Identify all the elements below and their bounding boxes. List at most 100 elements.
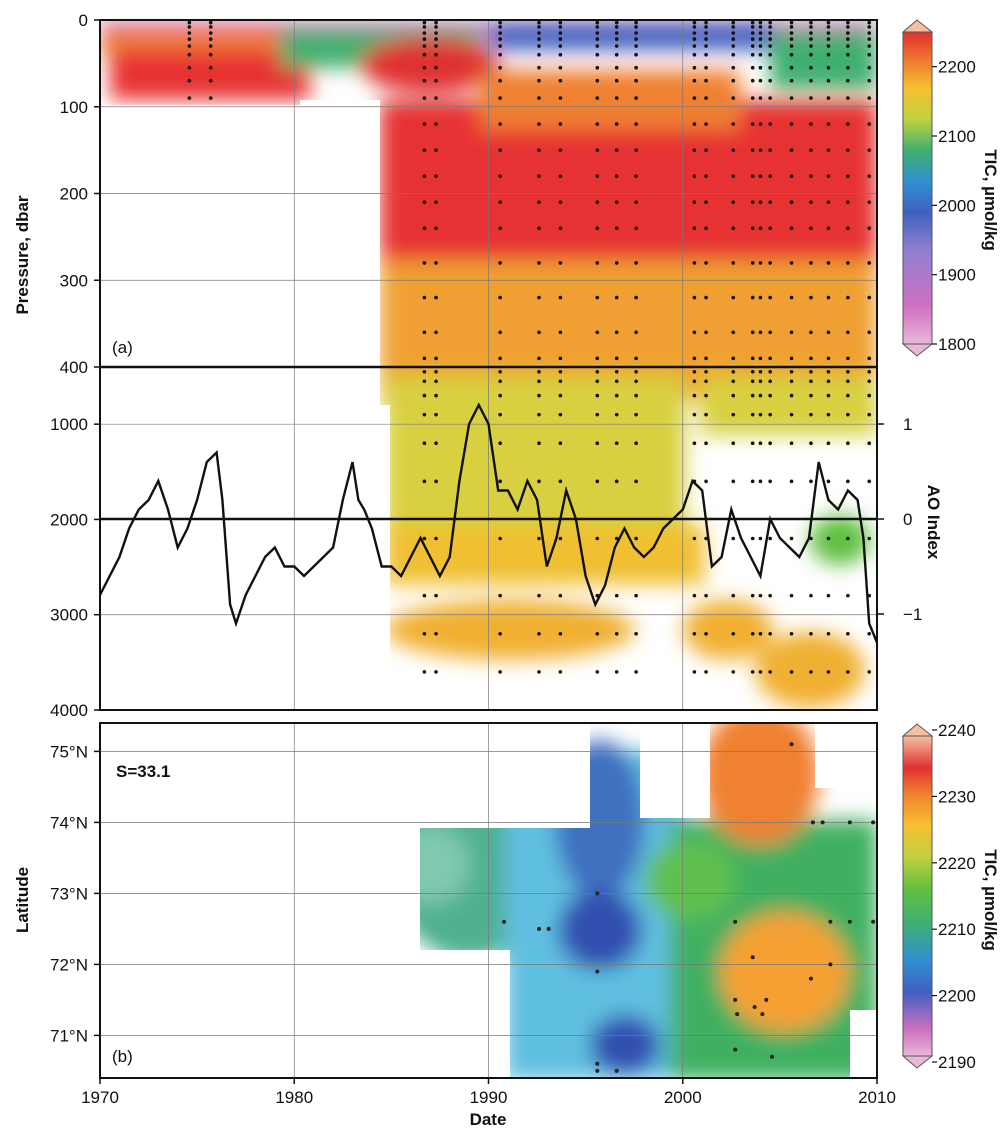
station-sample	[595, 412, 600, 417]
station-sample	[768, 20, 772, 25]
y-tick-label: 200	[60, 185, 88, 204]
station-sample	[704, 200, 708, 204]
station-sample	[768, 52, 772, 57]
lat-tick-label: 74°N	[50, 813, 88, 832]
station-sample	[789, 379, 794, 384]
station-sample	[634, 412, 638, 417]
station-sample	[789, 441, 794, 446]
station-sample	[434, 593, 438, 598]
station-sample	[731, 593, 736, 598]
station-sample	[692, 200, 697, 204]
x-axis-title: Date	[470, 1110, 507, 1129]
station-sample	[789, 96, 794, 100]
station-sample	[498, 441, 502, 446]
station-sample	[537, 44, 541, 48]
station-sample	[828, 919, 833, 924]
station-sample	[558, 261, 563, 265]
station-sample	[826, 226, 831, 230]
station-sample	[498, 37, 502, 41]
station-sample	[867, 37, 872, 41]
station-sample	[768, 96, 772, 100]
station-sample	[826, 412, 831, 417]
station-sample	[809, 295, 813, 300]
station-sample	[789, 536, 794, 541]
deep-yellow-green-b	[700, 375, 877, 435]
station-sample	[871, 820, 876, 825]
station-sample	[692, 52, 697, 57]
station-sample	[867, 330, 872, 335]
station-sample	[634, 37, 638, 41]
colorbar-b-bottom-cap	[901, 1055, 934, 1069]
station-sample	[826, 96, 831, 100]
station-sample	[634, 25, 638, 29]
station-sample	[434, 52, 438, 57]
station-sample	[758, 78, 763, 83]
station-sample	[422, 78, 427, 83]
station-sample	[731, 25, 736, 29]
station-sample	[846, 148, 850, 152]
station-sample	[704, 379, 708, 384]
no-data-northwest	[100, 723, 590, 828]
station-sample	[768, 78, 772, 83]
y-tick-label: 400	[60, 358, 88, 377]
station-sample	[758, 441, 763, 446]
ao-index-line	[98, 402, 879, 643]
station-sample	[595, 226, 600, 230]
station-sample	[537, 330, 541, 335]
station-sample	[692, 670, 697, 674]
station-sample	[434, 441, 438, 446]
station-sample	[809, 25, 813, 29]
station-sample	[867, 369, 872, 374]
station-sample	[731, 441, 736, 446]
colorbar-a-tick-label: 2000	[938, 196, 976, 215]
station-sample	[846, 96, 850, 100]
panel-b-field	[100, 723, 877, 1078]
station-sample	[595, 670, 600, 674]
station-sample	[758, 122, 763, 126]
station-sample	[809, 330, 813, 335]
station-sample	[846, 356, 850, 361]
station-sample	[498, 356, 502, 361]
station-sample	[731, 536, 736, 541]
station-sample	[434, 393, 438, 398]
station-sample	[871, 919, 876, 924]
station-sample	[692, 174, 697, 178]
station-sample	[789, 52, 794, 57]
station-sample	[752, 1005, 757, 1009]
station-sample	[634, 536, 638, 541]
station-sample	[187, 37, 192, 41]
colorbar-a	[902, 31, 933, 345]
station-sample	[537, 593, 541, 598]
panel-a-stations	[187, 20, 872, 674]
station-sample	[846, 261, 850, 265]
x-tick-label: 1970	[81, 1088, 119, 1107]
station-sample	[422, 536, 427, 541]
station-sample	[846, 174, 850, 178]
station-sample	[867, 393, 872, 398]
station-sample	[789, 148, 794, 152]
station-sample	[634, 65, 638, 70]
station-sample	[614, 670, 619, 674]
station-sample	[826, 31, 831, 35]
station-sample	[809, 78, 813, 83]
station-sample	[758, 369, 763, 374]
station-sample	[434, 369, 438, 374]
station-sample	[558, 174, 563, 178]
station-sample	[750, 412, 755, 417]
station-sample	[692, 65, 697, 70]
station-sample	[634, 52, 638, 57]
station-sample	[750, 122, 755, 126]
station-sample	[595, 96, 600, 100]
station-sample	[558, 593, 563, 598]
station-sample	[731, 261, 736, 265]
station-sample	[422, 44, 427, 48]
station-sample	[758, 31, 763, 35]
station-sample	[731, 412, 736, 417]
station-sample	[846, 441, 850, 446]
station-sample	[758, 65, 763, 70]
station-sample	[731, 226, 736, 230]
station-sample	[826, 78, 831, 83]
station-sample	[434, 536, 438, 541]
station-sample	[434, 78, 438, 83]
station-sample	[422, 369, 427, 374]
